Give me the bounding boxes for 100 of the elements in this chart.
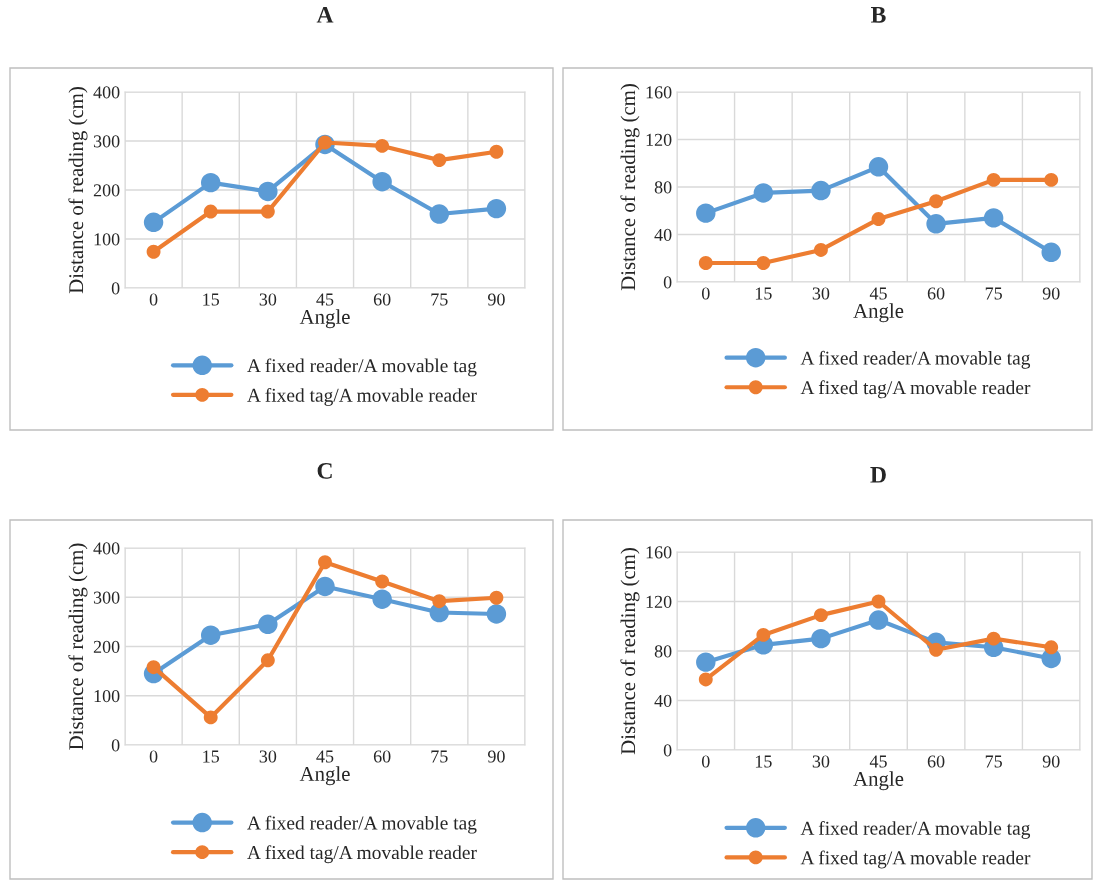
- y-tick-label: 40: [654, 694, 672, 707]
- point: [698, 672, 713, 687]
- y-axis-title: Distance of reading (cm): [68, 543, 88, 750]
- point: [146, 244, 161, 259]
- point: [375, 574, 390, 589]
- y-tick-label: 0: [663, 276, 672, 289]
- x-tick-label: 75: [431, 293, 448, 306]
- point: [203, 204, 218, 219]
- point: [429, 204, 450, 224]
- x-tick-label: 90: [487, 293, 505, 306]
- y-tick-label: 300: [93, 591, 120, 604]
- point: [260, 653, 275, 668]
- x-tick-label: 90: [487, 750, 505, 763]
- point: [1041, 242, 1061, 263]
- x-tick-label: 45: [869, 755, 887, 768]
- point: [696, 652, 716, 672]
- point: [489, 590, 504, 605]
- point: [756, 256, 771, 270]
- x-tick-label: 15: [755, 287, 772, 300]
- point: [432, 594, 447, 609]
- point: [698, 256, 713, 270]
- point: [203, 710, 218, 725]
- x-axis-title: Angle: [853, 771, 904, 791]
- point: [486, 604, 507, 624]
- point: [926, 214, 946, 234]
- point: [871, 594, 886, 609]
- point: [811, 628, 831, 649]
- x-tick-label: 0: [149, 750, 158, 763]
- y-tick-label: 120: [646, 133, 672, 146]
- legend-label: A fixed reader/A movable tag: [800, 350, 1031, 369]
- point: [372, 171, 392, 192]
- x-tick-label: 30: [812, 755, 830, 768]
- y-tick-label: 120: [646, 595, 672, 608]
- point: [143, 212, 164, 233]
- x-tick-label: 45: [316, 750, 334, 763]
- x-tick-label: 45: [869, 287, 887, 300]
- legend-label: A fixed reader/A movable tag: [800, 820, 1031, 839]
- x-axis-title: Angle: [299, 309, 350, 329]
- x-tick-label: 15: [203, 293, 220, 306]
- point: [929, 194, 944, 209]
- point: [375, 138, 390, 153]
- chart-title: C: [317, 462, 332, 479]
- point: [200, 625, 221, 645]
- chart-title: B: [871, 7, 886, 23]
- y-tick-label: 400: [93, 542, 120, 555]
- y-tick-label: 160: [646, 546, 672, 559]
- y-tick-label: 160: [646, 86, 672, 99]
- x-tick-label: 30: [259, 750, 277, 763]
- x-tick-label: 45: [316, 293, 334, 306]
- x-tick-label: 30: [259, 293, 277, 306]
- y-tick-label: 40: [654, 228, 672, 241]
- x-tick-label: 75: [985, 755, 1002, 768]
- point: [868, 610, 889, 630]
- x-tick-label: 0: [701, 755, 710, 768]
- x-tick-label: 90: [1042, 287, 1060, 300]
- x-tick-label: 75: [431, 750, 448, 763]
- point: [813, 608, 828, 623]
- point: [986, 631, 1001, 646]
- point: [756, 627, 771, 642]
- point: [696, 203, 716, 223]
- x-tick-label: 90: [1042, 755, 1060, 768]
- point: [200, 172, 221, 193]
- y-tick-label: 80: [654, 181, 672, 194]
- y-tick-label: 200: [93, 184, 120, 197]
- y-tick-label: 200: [93, 640, 120, 653]
- point: [983, 208, 1004, 228]
- x-tick-label: 30: [812, 287, 830, 300]
- x-tick-label: 60: [373, 750, 391, 763]
- point: [868, 157, 889, 177]
- point: [432, 153, 447, 168]
- chart-title: D: [870, 467, 886, 483]
- point: [489, 144, 504, 159]
- point: [753, 183, 774, 203]
- point: [811, 180, 831, 201]
- x-tick-label: 60: [373, 293, 391, 306]
- y-tick-label: 400: [93, 86, 120, 99]
- x-axis-title: Angle: [299, 766, 350, 786]
- legend-label: A fixed tag/A movable reader: [800, 380, 1031, 399]
- y-tick-label: 0: [111, 739, 120, 752]
- point: [1044, 640, 1059, 655]
- y-axis-title: Distance of reading (cm): [620, 548, 640, 755]
- chart-title: A: [316, 6, 334, 23]
- point: [929, 642, 944, 657]
- legend-label: A fixed reader/A movable tag: [247, 358, 477, 377]
- point: [372, 589, 392, 609]
- point: [986, 172, 1001, 187]
- y-axis-title: Distance of reading (cm): [68, 87, 88, 294]
- x-tick-label: 60: [927, 287, 945, 300]
- point: [871, 212, 886, 227]
- x-tick-label: 60: [927, 755, 945, 768]
- x-axis-title: Angle: [853, 303, 904, 323]
- y-tick-label: 300: [93, 135, 120, 148]
- point: [318, 555, 332, 570]
- point: [315, 576, 335, 597]
- point: [258, 181, 278, 202]
- legend-label: A fixed reader/A movable tag: [247, 815, 477, 834]
- x-tick-label: 0: [149, 293, 158, 306]
- x-tick-label: 75: [985, 287, 1002, 300]
- legend-label: A fixed tag/A movable reader: [800, 850, 1031, 869]
- point: [258, 614, 278, 635]
